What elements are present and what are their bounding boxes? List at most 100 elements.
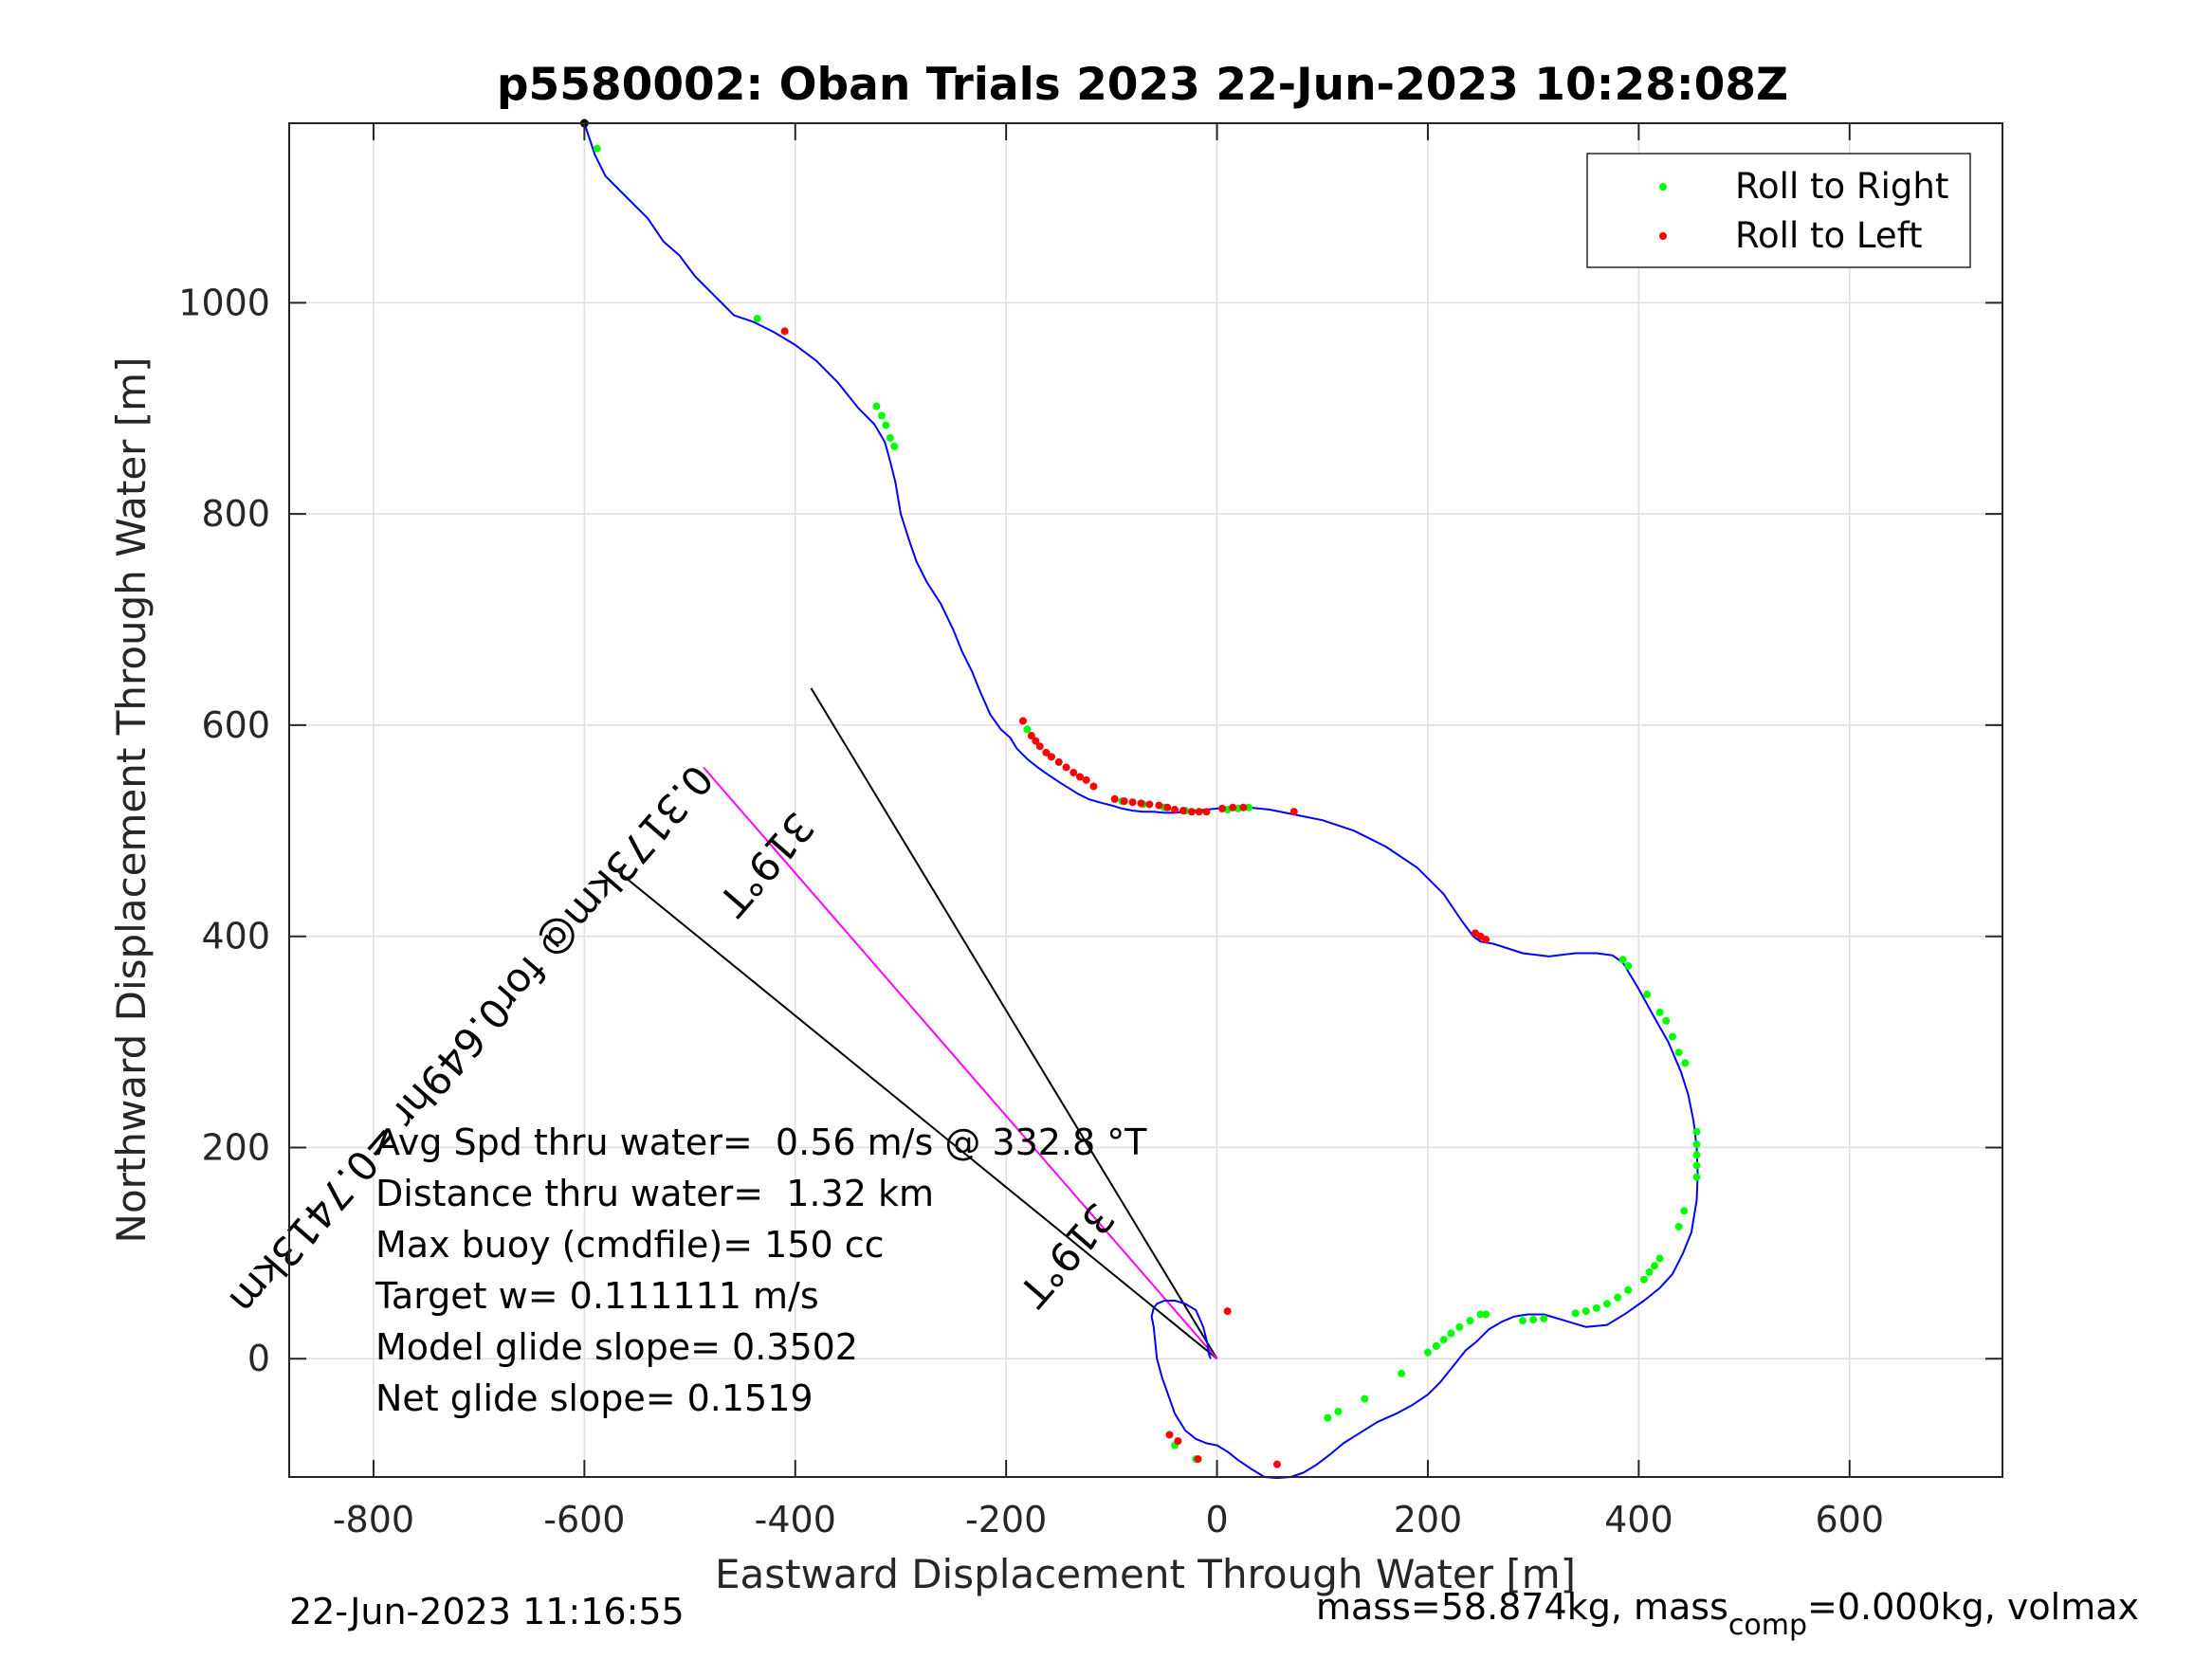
heading-lines [610, 687, 1218, 1360]
roll-left-marker [1137, 799, 1145, 808]
roll-left-marker [1179, 807, 1187, 815]
roll-right-marker [1476, 1310, 1485, 1319]
roll-right-marker [1692, 1173, 1701, 1181]
roll-right-marker [1603, 1300, 1611, 1308]
roll-right-marker [1447, 1329, 1455, 1338]
roll-left-marker [1110, 794, 1119, 803]
net-vector [703, 766, 1218, 1359]
roll-right-marker [1624, 961, 1633, 970]
roll-right-marker [1571, 1309, 1580, 1318]
roll-left-marker [1171, 806, 1179, 814]
axes-box [288, 122, 2003, 1478]
y-tick-label: 200 [201, 1126, 270, 1168]
roll-right-marker [1398, 1369, 1406, 1377]
roll-left-marker [1054, 757, 1063, 766]
y-tick-label: 0 [247, 1338, 270, 1379]
plot-area [289, 123, 2002, 1477]
stat-avg-speed: Avg Spd thru water= 0.56 m/s @ 332.8 °T [375, 1121, 1147, 1163]
roll-left-marker [1165, 1431, 1174, 1439]
roll-left-marker [1163, 803, 1172, 811]
roll-left-marker [1062, 763, 1070, 772]
roll-right-marker [1324, 1413, 1332, 1422]
roll-right-marker [1023, 725, 1032, 734]
roll-right-marker [1361, 1395, 1369, 1403]
x-tick-label: -800 [333, 1499, 414, 1540]
y-tick-label: 600 [201, 704, 270, 746]
y-tick-label: 1000 [178, 282, 270, 323]
roll-left-marker [1018, 717, 1027, 725]
roll-right-marker [1423, 1348, 1432, 1357]
roll-right-marker [1482, 1310, 1490, 1319]
footer-mass-subscript: comp [1728, 1609, 1807, 1642]
roll-left-marker [1272, 1460, 1281, 1468]
stat-max-buoy: Max buoy (cmdfile)= 150 cc [375, 1224, 885, 1266]
roll-left-marker [1174, 1437, 1182, 1446]
roll-right-marker [1655, 1254, 1664, 1263]
roll-left-marker [1120, 797, 1128, 806]
grid [289, 123, 2002, 1477]
roll-left-marker [1223, 1307, 1232, 1316]
track-line [583, 122, 1699, 1480]
roll-left-marker [1089, 782, 1098, 791]
roll-right-marker [1674, 1223, 1683, 1231]
roll-left-marker [1195, 808, 1203, 816]
y-tick-label: 800 [201, 493, 270, 535]
x-tick-label: -400 [755, 1499, 836, 1540]
roll-left-marker [780, 327, 789, 336]
roll-right-marker [1439, 1336, 1448, 1344]
chart-title: p5580002: Oban Trials 2023 22-Jun-2023 1… [497, 59, 1788, 111]
roll-left-marker [1145, 800, 1154, 809]
roll-right-marker [1643, 990, 1652, 998]
roll-right-marker [1662, 1016, 1671, 1025]
roll-right-marker [593, 144, 601, 153]
roll-right-marker [1681, 1059, 1690, 1067]
roll-right-marker [1645, 1267, 1654, 1276]
roll-right-marker [877, 411, 886, 420]
legend-box [1586, 153, 1971, 268]
roll-right-marker [886, 433, 894, 442]
x-tick-label: 0 [1205, 1499, 1228, 1540]
axis-ticks: -800 -600 -400 -200 0 200 400 600 0 200 400 600 800 1… [178, 123, 2002, 1540]
heading-line-b [610, 865, 1218, 1360]
roll-right-marker [1692, 1151, 1701, 1159]
roll-left-marker [1032, 737, 1040, 745]
footer-mass-suffix: =0.000kg, volmax [1807, 1586, 2139, 1628]
roll-right-marker [1334, 1407, 1343, 1415]
roll-left-marker [1069, 769, 1078, 777]
roll-markers [593, 144, 1701, 1468]
roll-right-marker [1466, 1317, 1474, 1325]
roll-right-marker [1244, 803, 1252, 811]
y-axis-label: Northward Displacement Through Water [m] [108, 357, 155, 1244]
x-axis-label: Eastward Displacement Through Water [m] [715, 1551, 1576, 1597]
footer-timestamp: 22-Jun-2023 11:16:55 [289, 1591, 685, 1632]
roll-left-marker [1229, 803, 1237, 811]
roll-right-marker [1674, 1048, 1683, 1057]
roll-right-marker [1592, 1304, 1600, 1312]
roll-right-marker [1692, 1140, 1701, 1149]
roll-left-marker [1082, 775, 1090, 784]
roll-left-marker [1076, 773, 1084, 781]
roll-right-marker [1432, 1341, 1440, 1350]
roll-right-marker [1455, 1322, 1464, 1331]
x-tick-label: 400 [1604, 1499, 1673, 1540]
x-tick-label: 600 [1815, 1499, 1884, 1540]
roll-right-marker [1651, 1262, 1659, 1270]
roll-left-marker [1155, 801, 1163, 810]
roll-left-marker [1218, 804, 1227, 812]
roll-left-marker [1187, 808, 1196, 816]
roll-left-marker [1289, 808, 1298, 816]
roll-right-marker [1519, 1317, 1527, 1325]
legend-label-roll-right: Roll to Right [1735, 166, 1948, 207]
heading-line-a [810, 687, 1218, 1359]
stat-model-glide-slope: Model glide slope= 0.3502 [375, 1326, 858, 1368]
roll-right-marker [890, 442, 899, 450]
y-tick-label: 400 [201, 916, 270, 957]
roll-right-marker [1614, 1293, 1622, 1302]
roll-left-marker [1035, 742, 1044, 751]
roll-right-marker [1668, 1032, 1676, 1041]
roll-left-marker [1239, 803, 1248, 811]
roll-left-marker [1194, 1455, 1202, 1464]
roll-left-marker [1042, 748, 1051, 757]
roll-right-marker [1540, 1314, 1548, 1322]
